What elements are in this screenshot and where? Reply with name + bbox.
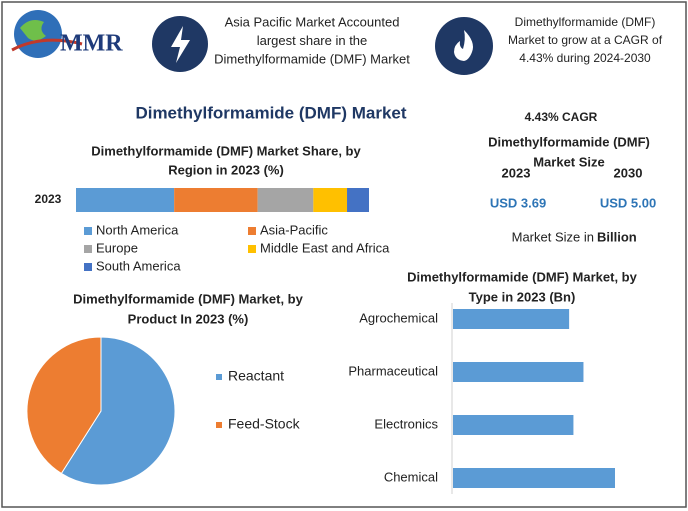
legend-swatch [84, 263, 92, 271]
flame-icon [454, 30, 473, 61]
callout-icon [435, 17, 493, 75]
callout-text: Market to grow at a CAGR of [508, 33, 663, 47]
callout-text: 4.43% during 2024-2030 [519, 51, 651, 65]
legend-swatch [216, 422, 222, 428]
bar [453, 415, 574, 435]
chart-title: Dimethylformamide (DMF) Market, by [73, 291, 303, 306]
legend-swatch [216, 374, 222, 380]
bar-segment [174, 188, 258, 212]
legend-label: South America [96, 258, 181, 273]
callout-text: largest share in the [257, 33, 368, 48]
legend-label: Reactant [228, 368, 284, 384]
legend-label: Feed-Stock [228, 416, 301, 432]
main-title: Dimethylformamide (DMF) Market [135, 103, 406, 122]
callout-text: Asia Pacific Market Accounted [225, 14, 400, 29]
pie-slice [60, 336, 176, 486]
legend-label: Asia-Pacific [260, 222, 328, 237]
unit: Billion [597, 229, 637, 244]
callout-icon [152, 16, 208, 72]
year: 2030 [614, 165, 643, 180]
legend-swatch [248, 227, 256, 235]
year: 2023 [502, 165, 531, 180]
callout-text: Dimethylformamide (DMF) [515, 15, 656, 29]
callout-text: Dimethylformamide (DMF) Market [214, 51, 410, 66]
bar-segment [347, 188, 369, 212]
market-size-title: Market Size [533, 154, 605, 169]
legend-label: Europe [96, 240, 138, 255]
category-label: Agrochemical [359, 310, 438, 325]
bar [453, 309, 570, 329]
unit-note: Market Size in [512, 229, 594, 244]
category-label: Electronics [374, 416, 438, 431]
legend-swatch [84, 227, 92, 235]
chart-title: Dimethylformamide (DMF) Market Share, by [91, 143, 361, 158]
market-value: USD 5.00 [600, 195, 656, 210]
logo-text: MMR [60, 31, 123, 57]
y-tick-label: 2023 [35, 192, 62, 206]
cagr: 4.43% CAGR [525, 110, 598, 124]
market-size-title: Dimethylformamide (DMF) [488, 134, 650, 149]
bar [453, 362, 584, 382]
legend-swatch [248, 245, 256, 253]
market-value: USD 3.69 [490, 195, 546, 210]
category-label: Pharmaceutical [348, 363, 438, 378]
chart-title: Type in 2023 (Bn) [469, 289, 576, 304]
logo-swoosh [11, 38, 83, 52]
logo-land [20, 20, 46, 41]
chart-title: Region in 2023 (%) [168, 162, 284, 177]
chart-title: Dimethylformamide (DMF) Market, by [407, 269, 637, 284]
legend-label: Middle East and Africa [260, 240, 390, 255]
category-label: Chemical [384, 469, 438, 484]
chart-title: Product In 2023 (%) [128, 311, 249, 326]
pie-slice [26, 336, 102, 475]
bar [453, 468, 615, 488]
logo: MMR [11, 10, 123, 58]
legend-label: North America [96, 222, 179, 237]
legend-swatch [84, 245, 92, 253]
bar-segment [76, 188, 175, 212]
bolt-icon [171, 26, 190, 63]
bar-segment [257, 188, 314, 212]
bar-segment [313, 188, 348, 212]
